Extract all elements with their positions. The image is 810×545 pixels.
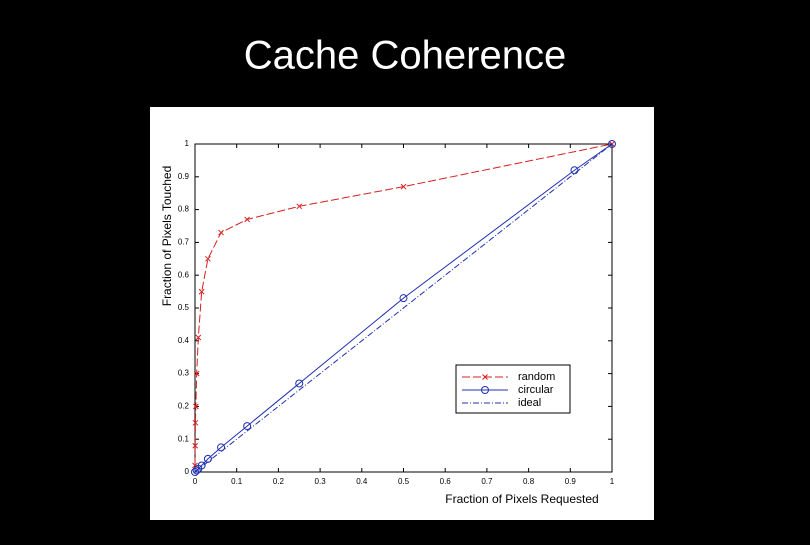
- y-axis-label: Fraction of Pixels Touched: [160, 166, 174, 307]
- data-point: [244, 216, 250, 223]
- data-point: [198, 288, 205, 295]
- y-tick-label: 0.7: [178, 238, 190, 247]
- data-point: [197, 461, 206, 470]
- x-tick-label: 0.7: [481, 477, 493, 486]
- legend-label: circular: [518, 384, 554, 396]
- x-tick-label: 0.4: [356, 477, 368, 486]
- data-point: [195, 334, 202, 341]
- y-tick-label: 0: [185, 467, 190, 476]
- legend-box: [455, 364, 571, 414]
- data-point: [399, 294, 408, 303]
- x-axis-label: Fraction of Pixels Requested: [445, 492, 598, 506]
- data-point: [243, 422, 252, 431]
- data-point: [400, 183, 407, 190]
- y-tick-label: 0.8: [178, 205, 190, 214]
- data-point: [295, 379, 304, 388]
- y-tick-label: 0.1: [178, 434, 190, 443]
- y-tick-label: 0.4: [178, 336, 190, 345]
- legend-marker: [481, 386, 489, 394]
- x-tick-label: 0.5: [398, 477, 410, 486]
- data-point: [608, 140, 616, 148]
- x-tick-label: 0.2: [273, 477, 285, 486]
- data-point: [192, 466, 201, 475]
- data-point: [192, 403, 199, 410]
- y-tick-label: 0.2: [178, 402, 190, 411]
- legend-label: ideal: [518, 397, 541, 409]
- x-tick-label: 1: [610, 477, 615, 486]
- x-tick-label: 0.1: [231, 477, 243, 486]
- legend-label: random: [518, 371, 555, 383]
- data-point: [193, 370, 200, 377]
- data-point: [205, 255, 211, 262]
- data-point: [296, 203, 303, 210]
- y-tick-label: 0.3: [178, 369, 190, 378]
- x-tick-label: 0.6: [440, 477, 452, 486]
- data-point: [192, 419, 199, 426]
- slide-title: Cache Coherence: [244, 34, 566, 78]
- chart-panel: [150, 107, 654, 520]
- y-tick-label: 0.9: [178, 172, 190, 181]
- legend-marker: [482, 374, 488, 380]
- data-point: [192, 442, 199, 449]
- y-tick-label: 1: [185, 139, 190, 148]
- x-tick-label: 0: [193, 477, 198, 486]
- data-point: [218, 229, 224, 236]
- series-line: [194, 143, 613, 473]
- x-tick-label: 0.3: [315, 477, 327, 486]
- x-tick-label: 0.9: [565, 477, 577, 486]
- y-tick-label: 0.6: [178, 270, 190, 279]
- y-tick-label: 0.5: [178, 303, 190, 312]
- x-tick-label: 0.8: [523, 477, 535, 486]
